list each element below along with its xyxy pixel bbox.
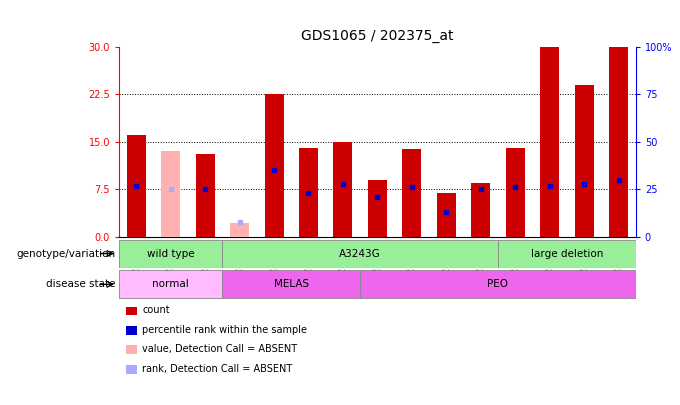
Bar (368, 180, 387, 237)
Text: genotype/variation: genotype/variation (16, 249, 116, 258)
Bar (161, 151, 180, 237)
Bar (333, 142, 352, 237)
Text: value, Detection Call = ABSENT: value, Detection Call = ABSENT (142, 344, 297, 354)
Bar (222, 270, 360, 298)
Bar (119, 239, 222, 268)
Bar (506, 148, 525, 237)
Bar (222, 239, 498, 268)
Bar (437, 192, 456, 237)
Title: GDS1065 / 202375_at: GDS1065 / 202375_at (301, 29, 454, 43)
Text: normal: normal (152, 279, 189, 289)
Text: disease state: disease state (46, 279, 116, 289)
Text: PEO: PEO (488, 279, 509, 289)
Text: A3243G: A3243G (339, 249, 381, 258)
Text: count: count (142, 305, 170, 315)
Text: MELAS: MELAS (274, 279, 309, 289)
Bar (498, 239, 636, 268)
Bar (299, 148, 318, 237)
Text: large deletion: large deletion (530, 249, 603, 258)
Bar (360, 270, 636, 298)
Bar (403, 149, 422, 237)
Bar (265, 94, 284, 237)
Bar (575, 85, 594, 237)
Bar (230, 223, 249, 237)
Text: percentile rank within the sample: percentile rank within the sample (142, 325, 307, 335)
Bar (609, 47, 628, 237)
Text: rank, Detection Call = ABSENT: rank, Detection Call = ABSENT (142, 364, 292, 373)
Bar (196, 154, 215, 237)
Bar (126, 135, 146, 237)
Bar (540, 47, 559, 237)
Bar (119, 270, 222, 298)
Text: wild type: wild type (147, 249, 194, 258)
Bar (471, 183, 490, 237)
